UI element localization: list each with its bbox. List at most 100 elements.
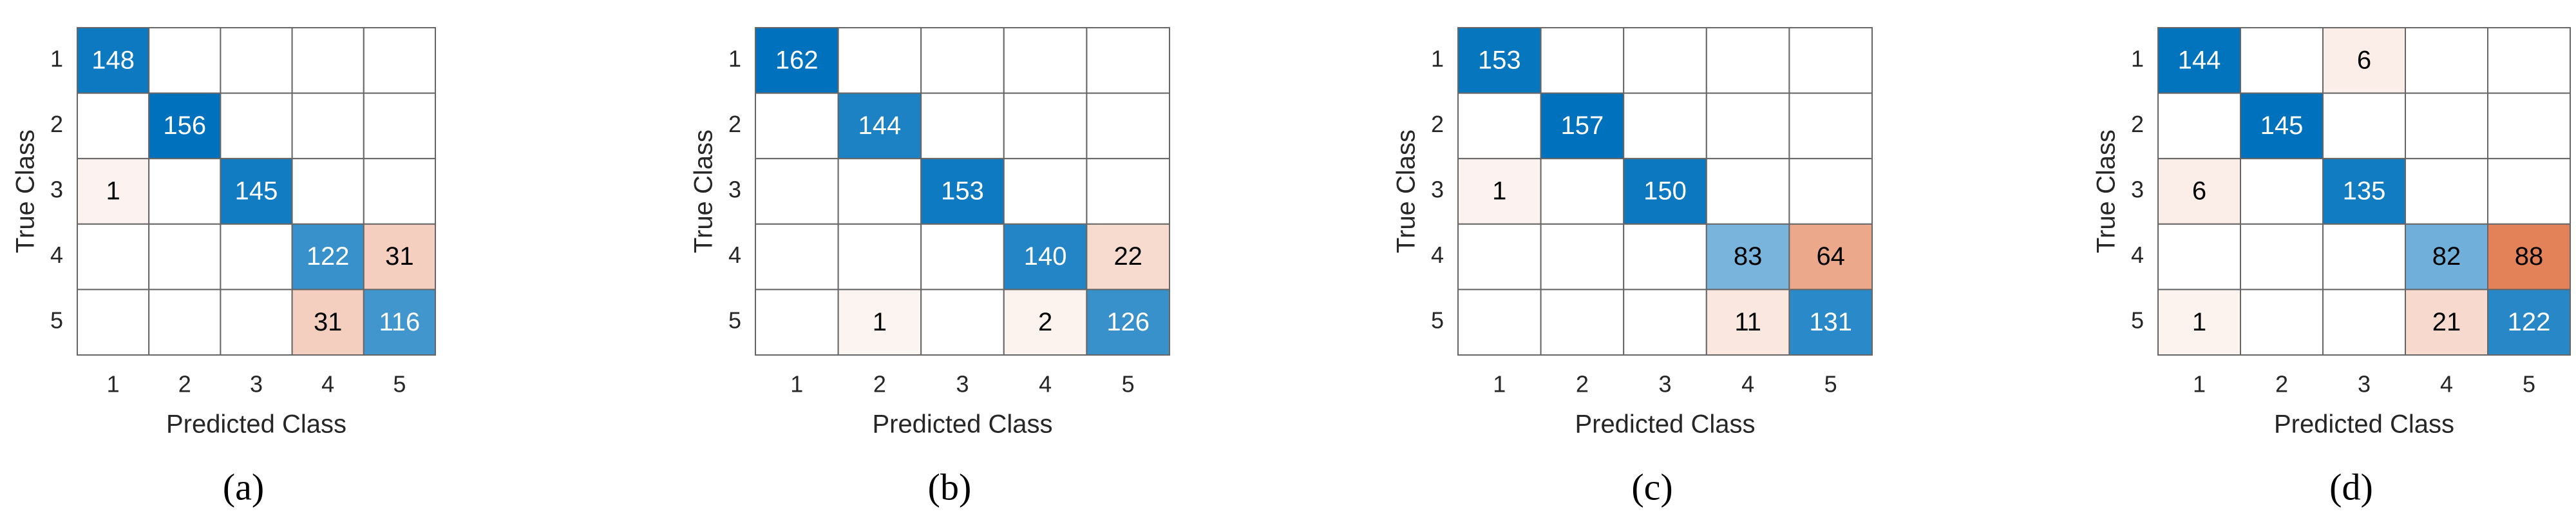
cell [291, 27, 365, 94]
cell [2157, 92, 2241, 160]
cell [77, 27, 150, 94]
cell [220, 223, 293, 291]
cell [77, 223, 150, 291]
cell [148, 27, 222, 94]
cell-value: 1 [1492, 177, 1506, 206]
cell [2487, 289, 2571, 356]
y-tick-label: 5 [728, 307, 741, 334]
caption: (c) [1631, 466, 1672, 508]
cell-value: 153 [941, 177, 984, 206]
cell-value: 131 [1809, 308, 1852, 336]
y-tick-label: 5 [1431, 307, 1444, 334]
cell [920, 27, 1005, 94]
x-tick-label: 5 [1122, 371, 1135, 398]
cell [1086, 289, 1171, 356]
x-tick-label: 5 [393, 371, 406, 398]
cell [291, 158, 365, 225]
cell [1086, 92, 1171, 160]
cell-value: 31 [385, 242, 414, 271]
x-tick-label: 5 [2523, 371, 2535, 398]
cell [920, 289, 1005, 356]
cell [1788, 223, 1873, 291]
x-tick-label: 3 [250, 371, 263, 398]
cell [1457, 92, 1542, 160]
caption: (d) [2329, 466, 2373, 508]
y-tick-label: 4 [728, 242, 741, 268]
y-tick-label: 1 [50, 45, 63, 72]
cell-value: 116 [379, 308, 421, 336]
cell-value: 150 [1643, 177, 1687, 206]
x-tick-label: 2 [178, 371, 191, 398]
cell-value: 82 [2432, 242, 2461, 271]
cell [77, 92, 150, 160]
y-tick-label: 1 [2131, 45, 2144, 72]
cell [755, 289, 839, 356]
y-axis-label: True Class [1392, 129, 1421, 253]
cell [77, 158, 150, 225]
cell [1457, 158, 1542, 225]
cell [1705, 223, 1790, 291]
cell [1540, 158, 1625, 225]
cell [1788, 27, 1873, 94]
cell-value: 6 [2357, 46, 2371, 74]
cell-value: 6 [2192, 177, 2206, 206]
x-tick-label: 2 [873, 371, 886, 398]
cell [2322, 289, 2406, 356]
cell [837, 289, 922, 356]
y-axis-label: True Class [12, 129, 40, 253]
cell [291, 289, 365, 356]
y-tick-label: 3 [50, 177, 63, 203]
cell [2405, 27, 2488, 94]
cell [2157, 158, 2241, 225]
cell [1086, 27, 1171, 94]
cell-value: 1 [2192, 308, 2206, 336]
y-tick-label: 5 [2131, 307, 2144, 334]
y-tick-label: 3 [2131, 177, 2144, 203]
cell [1003, 27, 1088, 94]
cell [1788, 289, 1873, 356]
cell [148, 92, 222, 160]
cell-value: 2 [1038, 308, 1052, 336]
cell [1540, 223, 1625, 291]
cell-value: 1 [106, 177, 120, 206]
cell [920, 223, 1005, 291]
cell-value: 11 [1734, 308, 1761, 336]
x-tick-label: 3 [956, 371, 969, 398]
cell [2240, 158, 2324, 225]
cell [77, 289, 150, 356]
cell [1623, 92, 1707, 160]
cell [1623, 158, 1707, 225]
cell [2240, 289, 2324, 356]
cell-value: 22 [1113, 242, 1142, 271]
cell [1705, 158, 1790, 225]
cell [920, 92, 1005, 160]
cell-value: 140 [1024, 242, 1067, 271]
x-tick-label: 1 [1493, 371, 1506, 398]
cell [1705, 92, 1790, 160]
cell-value: 126 [1106, 308, 1150, 336]
cell [363, 158, 436, 225]
caption: (b) [928, 466, 972, 508]
cell-value: 162 [775, 46, 819, 74]
cell [1705, 27, 1790, 94]
cell [755, 92, 839, 160]
cell-value: 148 [91, 46, 135, 74]
y-tick-label: 3 [728, 177, 741, 203]
cell-value: 83 [1734, 242, 1763, 271]
cell [837, 92, 922, 160]
cell [2487, 158, 2571, 225]
y-tick-label: 4 [1431, 242, 1444, 268]
cell [291, 92, 365, 160]
y-tick-label: 2 [50, 111, 63, 137]
cell [2487, 27, 2571, 94]
cell [2240, 92, 2324, 160]
cell [220, 289, 293, 356]
cell-value: 135 [2343, 177, 2386, 206]
cell-value: 156 [163, 111, 206, 140]
cell [363, 27, 436, 94]
cell [2405, 158, 2488, 225]
cell-value: 31 [314, 308, 343, 336]
y-tick-label: 1 [1431, 45, 1444, 72]
x-tick-label: 4 [1039, 371, 1052, 398]
cell [2157, 223, 2241, 291]
